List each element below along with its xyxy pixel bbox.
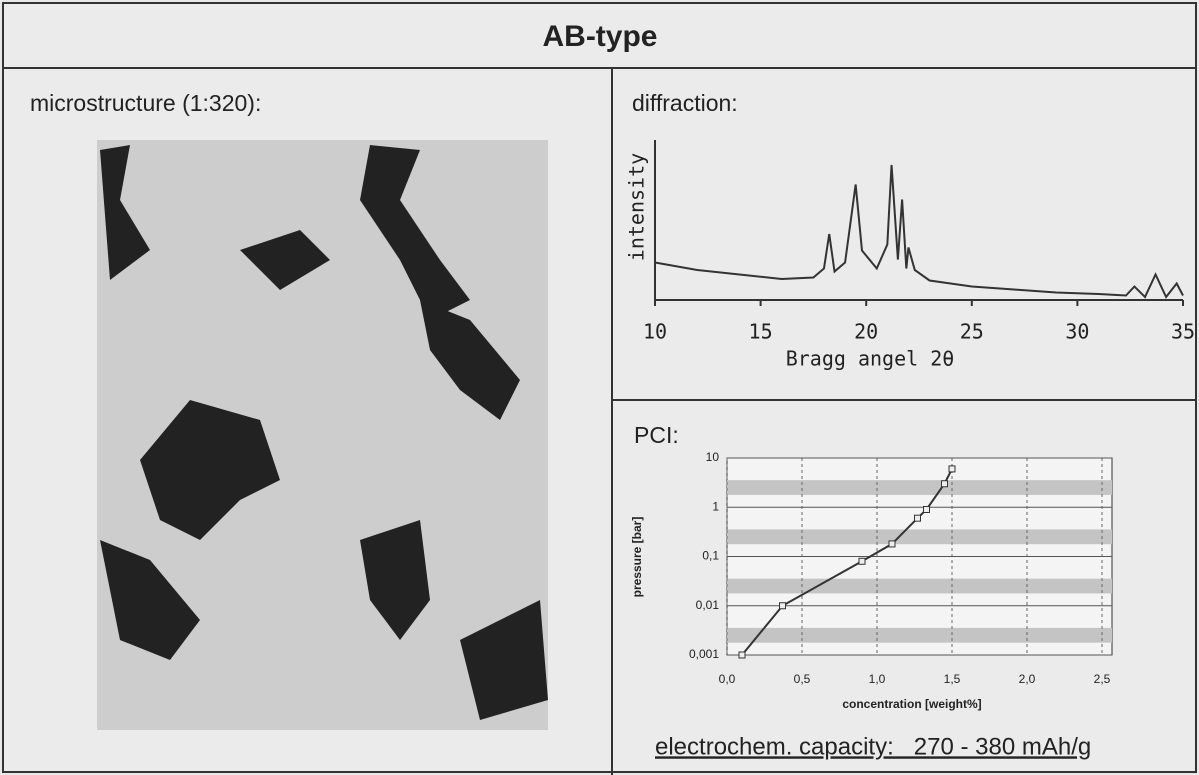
y-tick-label: 1 [712, 499, 719, 513]
x-tick-label: 25 [960, 320, 984, 344]
x-tick-label: 30 [1065, 320, 1089, 344]
x-axis-label: concentration [weight%] [842, 697, 981, 711]
dark-phase [100, 540, 200, 660]
marker [738, 651, 746, 659]
y-tick-label: 0,001 [689, 647, 719, 661]
y-axis-label: intensity [625, 153, 649, 261]
data-line [654, 164, 1184, 299]
dark-phase [100, 145, 150, 280]
x-tick-label: 35 [1171, 320, 1195, 344]
dark-phase [360, 145, 470, 320]
x-tick-label: 0,5 [794, 672, 811, 686]
marker [858, 557, 866, 565]
y-tick-label: 0,1 [702, 549, 719, 563]
panel-label: PCI: [634, 422, 679, 448]
x-tick-label: 2,5 [1094, 672, 1111, 686]
x-tick-label: 20 [854, 320, 878, 344]
x-tick-label: 1,5 [944, 672, 961, 686]
dark-phase [360, 520, 430, 640]
x-tick-label: 10 [643, 320, 667, 344]
x-axis-label: Bragg angel 2θ [786, 347, 955, 371]
dark-phase [420, 300, 520, 420]
x-tick-label: 0,0 [719, 672, 736, 686]
y-axis-label: pressure [bar] [630, 517, 644, 598]
dark-phase [140, 400, 280, 540]
panel-label: microstructure (1:320): [30, 90, 261, 116]
dark-phase [240, 230, 330, 290]
band [727, 627, 1112, 643]
x-tick-label: 2,0 [1019, 672, 1036, 686]
marker [948, 465, 956, 473]
panel-label: diffraction: [632, 90, 738, 116]
data-line [741, 468, 953, 656]
y-tick-label: 0,01 [696, 598, 720, 612]
band [727, 578, 1112, 594]
x-tick-label: 15 [749, 320, 773, 344]
y-tick-label: 10 [706, 450, 720, 464]
marker [941, 480, 948, 488]
band [727, 529, 1112, 545]
title: AB-type [542, 20, 657, 53]
marker [779, 602, 786, 610]
marker [923, 506, 930, 514]
micrograph [97, 140, 548, 730]
dark-phase [460, 600, 548, 720]
band [727, 480, 1112, 495]
capacity: electrochem. capacity: 270 - 380 mAh/g [655, 733, 1091, 760]
marker [914, 514, 921, 522]
x-tick-label: 1,0 [869, 672, 886, 686]
marker [888, 540, 896, 548]
